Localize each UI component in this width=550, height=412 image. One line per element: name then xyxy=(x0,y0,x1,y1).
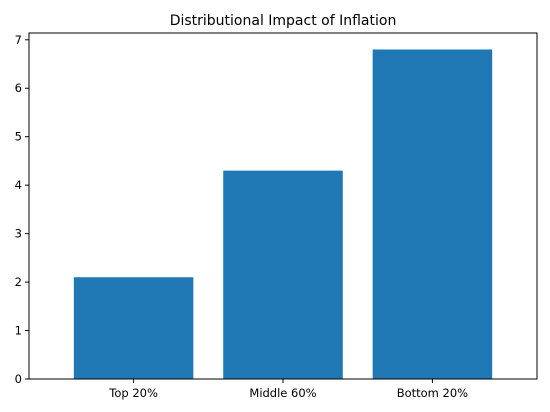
y-tick-label-7: 7 xyxy=(15,33,22,47)
y-tick-label-6: 6 xyxy=(15,81,22,95)
y-tick-label-0: 0 xyxy=(15,372,22,386)
x-tick-label-2: Bottom 20% xyxy=(397,386,468,400)
y-tick-label-2: 2 xyxy=(15,275,22,289)
y-tick-label-4: 4 xyxy=(15,178,22,192)
y-tick-label-3: 3 xyxy=(15,227,22,241)
y-axis: 0 1 2 3 4 5 6 7 xyxy=(15,33,29,386)
bar-2 xyxy=(372,49,493,379)
chart-title: Distributional Impact of Inflation xyxy=(170,13,397,29)
bar-0 xyxy=(73,277,194,379)
plot-frame xyxy=(28,32,538,380)
x-tick-label-1: Middle 60% xyxy=(249,386,316,400)
x-tick-label-0: Top 20% xyxy=(108,386,158,400)
x-axis: Top 20% Middle 60% Bottom 20% xyxy=(108,379,468,400)
y-tick-label-1: 1 xyxy=(15,324,22,338)
bar-1 xyxy=(223,170,343,379)
bars-group xyxy=(73,49,493,379)
y-tick-label-5: 5 xyxy=(15,130,22,144)
